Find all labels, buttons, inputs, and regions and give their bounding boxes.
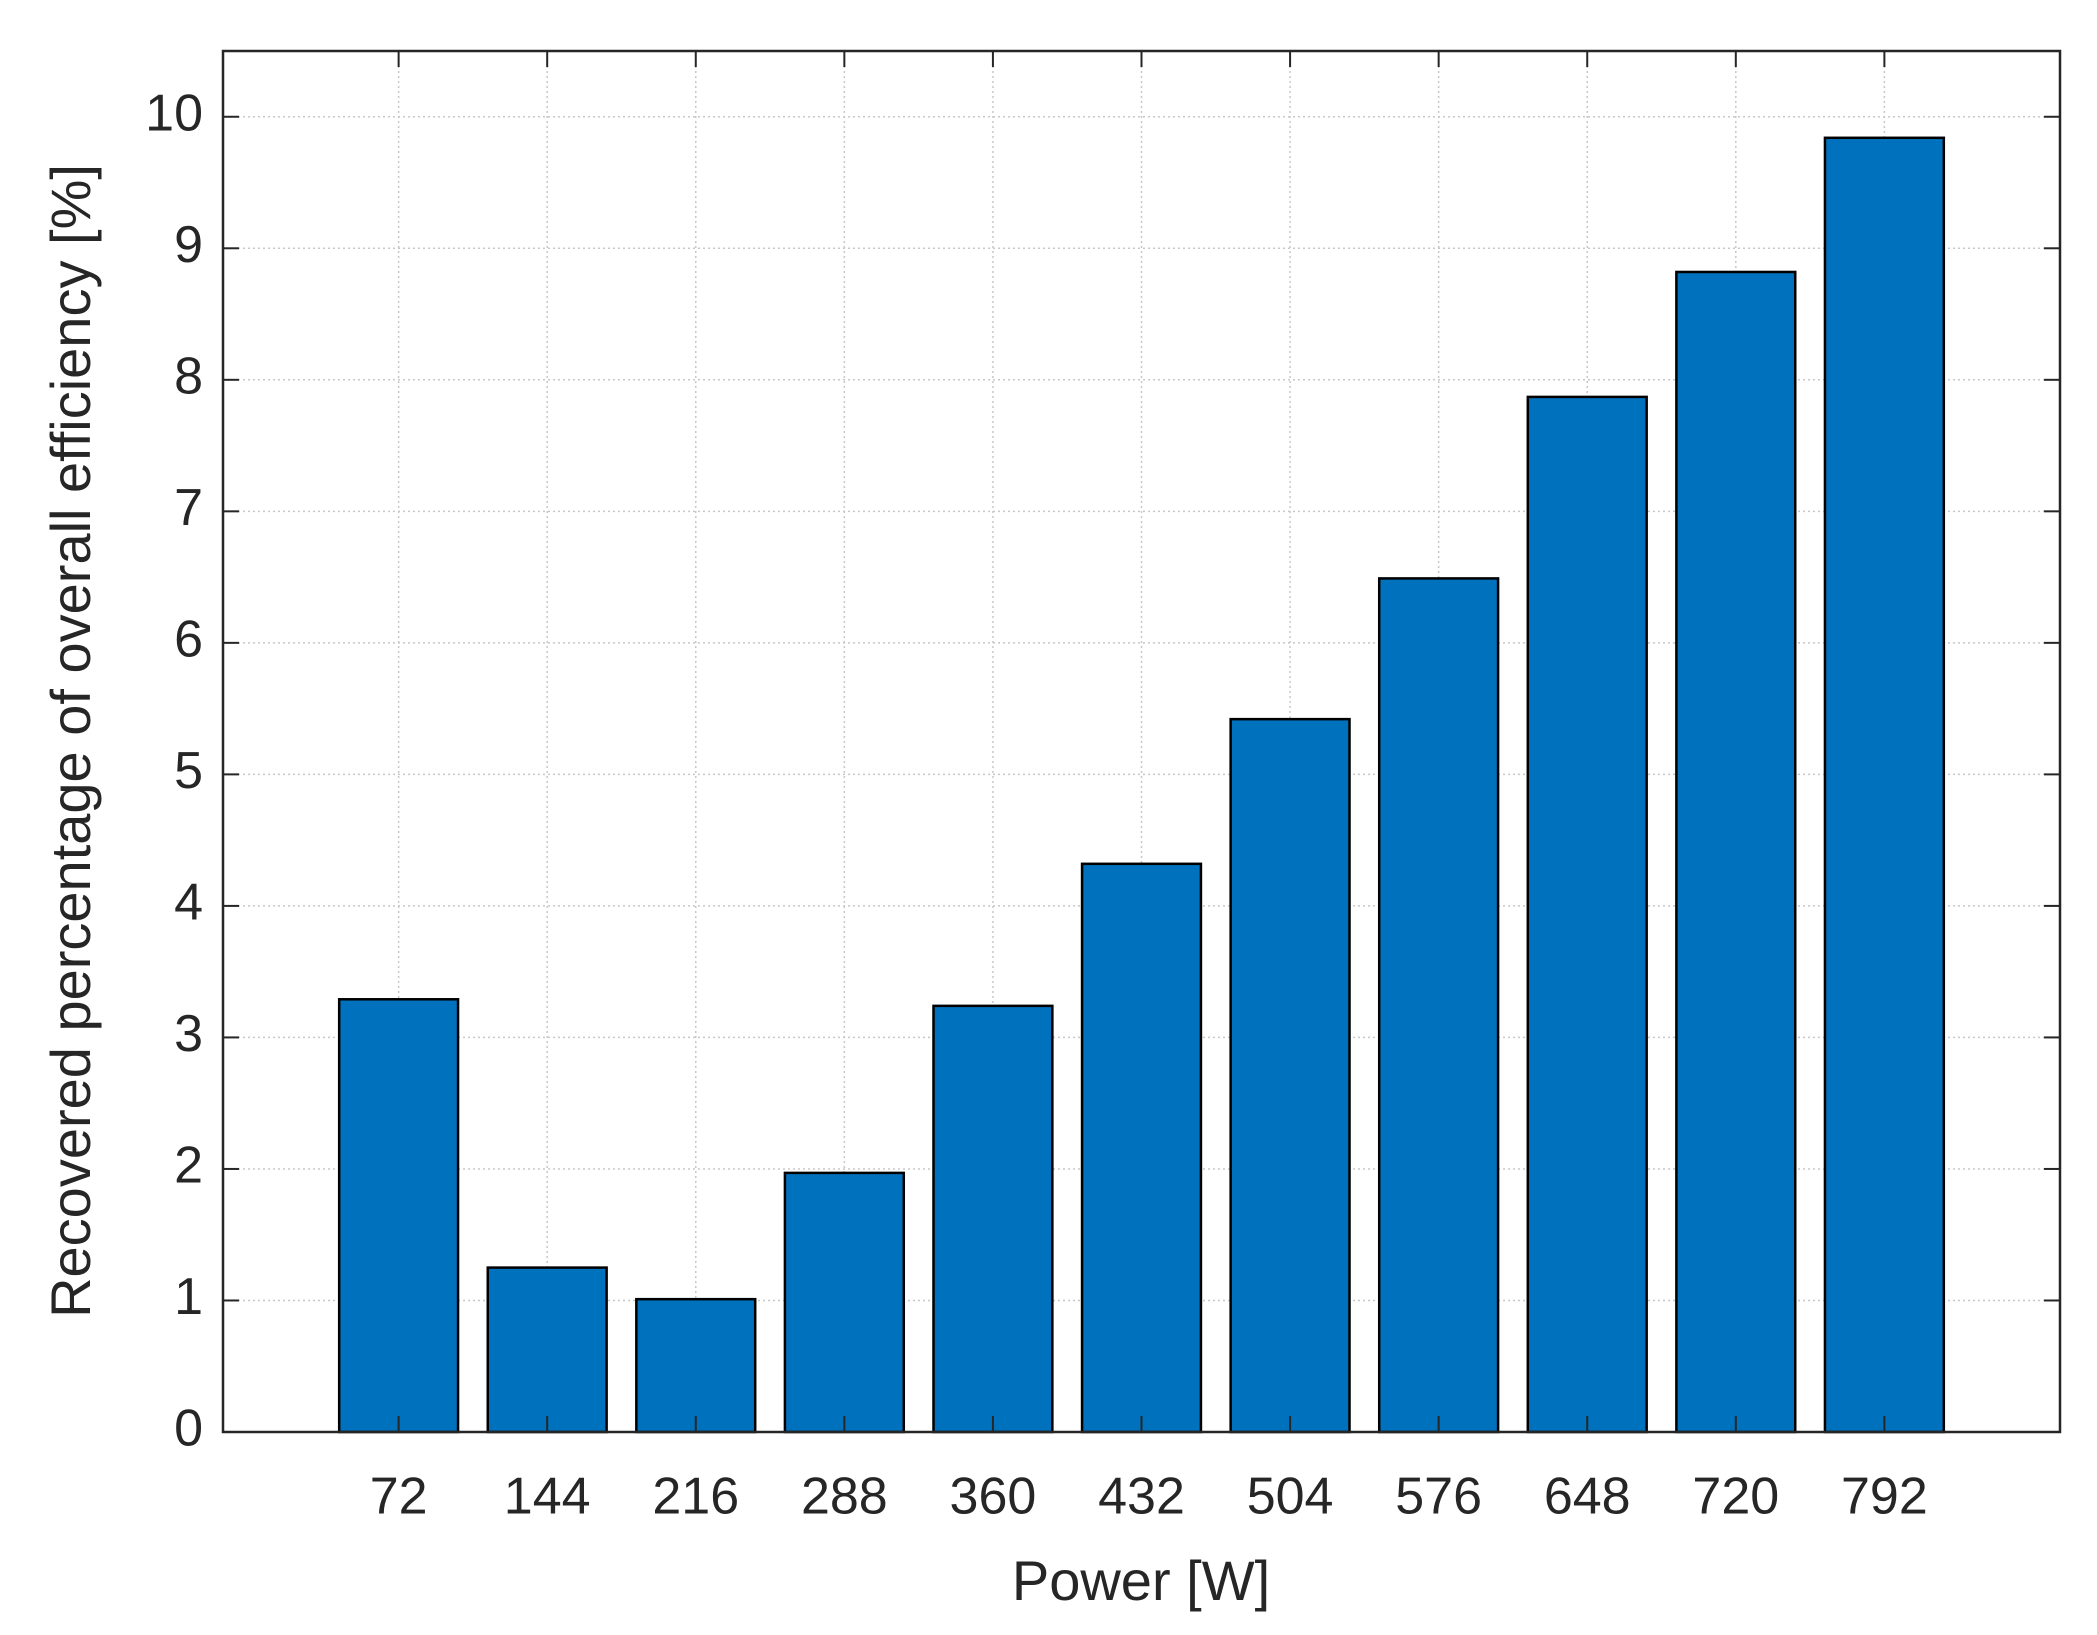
x-tick-label: 72 bbox=[370, 1468, 428, 1526]
y-tick-label: 7 bbox=[174, 479, 203, 537]
bar bbox=[635, 1297, 757, 1434]
y-tick-label: 0 bbox=[174, 1400, 203, 1458]
y-tick-label: 6 bbox=[174, 611, 203, 669]
bar bbox=[783, 1171, 906, 1434]
x-tick-label: 432 bbox=[1098, 1468, 1185, 1526]
y-tick-label: 5 bbox=[174, 742, 203, 800]
axes: 0 1 2 3 4 5 6 7 8 9 10 72 144 216 288 360 432 504 576 648 72… bbox=[145, 49, 2062, 1526]
y-axis-label: Recovered percentage of overall efficien… bbox=[39, 164, 102, 1318]
x-tick-label: 144 bbox=[504, 1468, 591, 1526]
bars bbox=[337, 136, 1946, 1434]
bar bbox=[1229, 717, 1351, 1434]
x-tick-label: 360 bbox=[950, 1468, 1037, 1526]
x-tick-label: 504 bbox=[1247, 1468, 1334, 1526]
plot-frame bbox=[221, 49, 2062, 1434]
x-axis-label: Power [W] bbox=[1012, 1549, 1270, 1612]
y-tick-label: 8 bbox=[174, 348, 203, 406]
x-tick-label: 648 bbox=[1544, 1468, 1631, 1526]
y-tick-label: 10 bbox=[145, 84, 203, 142]
bar bbox=[1526, 395, 1648, 1434]
bar bbox=[486, 1266, 608, 1434]
y-tick-label: 3 bbox=[174, 1005, 203, 1063]
bar bbox=[1080, 862, 1203, 1434]
x-tick-label: 216 bbox=[652, 1468, 739, 1526]
bar bbox=[1377, 577, 1500, 1434]
bar bbox=[337, 998, 460, 1434]
bar bbox=[932, 1004, 1054, 1434]
x-tick-label: 288 bbox=[801, 1468, 888, 1526]
y-tick-label: 9 bbox=[174, 216, 203, 274]
y-tick-label: 2 bbox=[174, 1137, 203, 1195]
x-tick-label: 576 bbox=[1395, 1468, 1482, 1526]
y-tick-label: 1 bbox=[174, 1268, 203, 1326]
x-tick-label: 792 bbox=[1841, 1468, 1928, 1526]
bar bbox=[1823, 136, 1946, 1434]
bar bbox=[1675, 270, 1797, 1434]
y-tick-label: 4 bbox=[174, 874, 203, 932]
x-tick-label: 720 bbox=[1692, 1468, 1779, 1526]
